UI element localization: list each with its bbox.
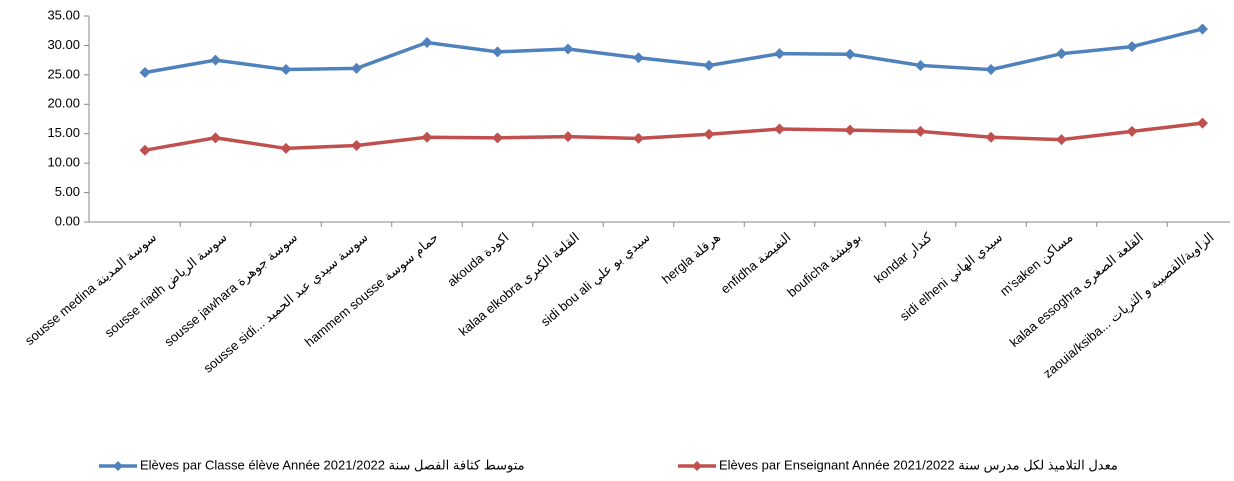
point xyxy=(703,128,715,140)
x-tick-label: hergla هرقلة xyxy=(659,229,724,287)
point xyxy=(703,59,715,71)
point xyxy=(844,124,856,136)
point xyxy=(351,62,362,74)
point xyxy=(210,132,221,144)
point xyxy=(1197,117,1208,129)
point xyxy=(1126,41,1138,53)
point xyxy=(633,132,644,144)
legend-marker xyxy=(113,461,123,471)
point xyxy=(280,142,292,154)
x-tick-label: sousse jawhara سوسة جوهرة xyxy=(161,229,300,350)
point xyxy=(1197,23,1208,35)
point xyxy=(139,67,151,79)
point xyxy=(915,125,926,137)
y-tick-label: 10.00 xyxy=(47,155,80,170)
x-tick-label: enfidha النفيضة xyxy=(718,229,794,296)
x-tick-label: akouda اكودة xyxy=(444,229,512,290)
point xyxy=(210,54,221,66)
point xyxy=(280,64,292,76)
x-tick-label: sousse riadh سوسة الرياض xyxy=(102,229,231,341)
y-tick-label: 35.00 xyxy=(47,7,80,22)
point xyxy=(985,64,997,76)
legend-label: Elèves par Enseignant Année 2021/2022 مع… xyxy=(719,457,1118,473)
y-tick-label: 5.00 xyxy=(55,184,80,199)
point xyxy=(562,131,574,143)
y-tick-label: 25.00 xyxy=(47,66,80,81)
point xyxy=(351,139,362,151)
legend-marker xyxy=(692,461,702,471)
point xyxy=(139,144,151,156)
point xyxy=(421,36,433,48)
point xyxy=(915,59,926,71)
point xyxy=(1056,134,1067,146)
x-tick-label: sousse medina سوسة المدينة xyxy=(22,229,160,348)
point xyxy=(492,132,503,144)
y-tick-label: 20.00 xyxy=(47,96,80,111)
x-tick-label: hammem sousse حمام سوسة xyxy=(302,229,442,350)
x-tick-label: kondar كندار xyxy=(871,229,936,287)
y-tick-label: 30.00 xyxy=(47,37,80,52)
y-tick-label: 15.00 xyxy=(47,125,80,140)
point xyxy=(633,52,644,64)
point xyxy=(1126,125,1138,137)
y-tick-label: 0.00 xyxy=(55,213,80,228)
point xyxy=(774,48,785,60)
point xyxy=(774,123,785,135)
point xyxy=(985,131,997,143)
point xyxy=(562,43,574,55)
x-tick-label: kalaa elkobra القلعة الكبرى xyxy=(456,229,583,339)
point xyxy=(492,46,503,58)
x-tick-label: kalaa essoghra القلعة الصغرى xyxy=(1007,229,1147,350)
series-line xyxy=(144,121,1203,152)
series-line xyxy=(144,27,1203,75)
point xyxy=(1056,48,1067,60)
x-tick-label: bouficha بوفيشة xyxy=(784,229,865,300)
point xyxy=(421,131,433,143)
point xyxy=(844,48,856,60)
legend-label: Elèves par Classe élève Année 2021/2022 … xyxy=(140,457,525,473)
